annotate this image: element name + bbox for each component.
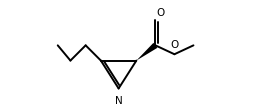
Polygon shape [136,43,157,61]
Text: O: O [156,8,164,18]
Text: N: N [114,96,122,106]
Text: O: O [170,40,178,50]
